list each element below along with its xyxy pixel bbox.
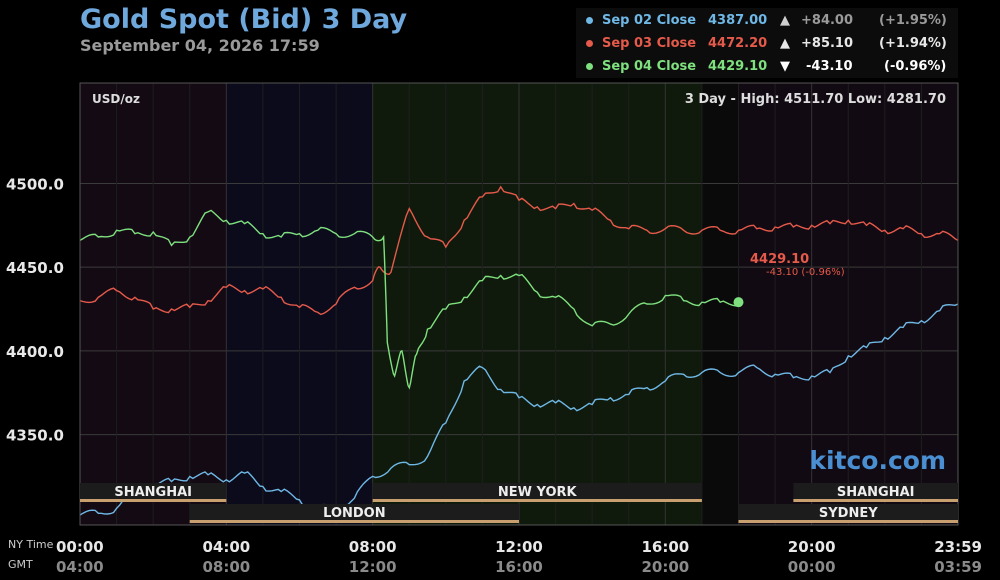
up-arrow-icon: ▲ [780, 36, 790, 51]
legend-label: Sep 04 Close [602, 59, 697, 74]
session-label: NEW YORK [498, 485, 578, 500]
down-arrow-icon: ▼ [780, 59, 790, 74]
legend-value: 4387.00 [708, 13, 768, 28]
session-label: SHANGHAI [837, 485, 915, 500]
x-tick-label-gmt: 03:59 [934, 558, 982, 576]
legend-row-sep04: Sep 04 Close 4429.10 ▼ -43.10 (-0.96%) [576, 56, 958, 76]
sep03-dot-icon [586, 40, 593, 47]
session-box [372, 483, 702, 501]
legend-change: -43.10 [806, 59, 853, 74]
session-bar [80, 499, 227, 502]
chart-title: Gold Spot (Bid) 3 Day [80, 4, 408, 35]
session-bar [738, 520, 958, 523]
plot-border [79, 82, 959, 526]
series-line-sep03 [79, 185, 959, 316]
kitco-watermark: kitco.com [809, 446, 946, 475]
series-line-sep02 [79, 303, 959, 516]
legend-label: Sep 02 Close [602, 13, 697, 28]
legend-row-sep02: Sep 02 Close 4387.00 ▲ +84.00 (+1.95%) [576, 10, 958, 30]
x-tick-label: 08:00 [349, 538, 397, 556]
ny-time-label: NY Time [8, 538, 54, 551]
sep04-dot-icon [586, 63, 593, 70]
legend: Sep 02 Close 4387.00 ▲ +84.00 (+1.95%) S… [576, 8, 958, 78]
range-text: 3 Day - High: 4511.70 Low: 4281.70 [685, 92, 946, 107]
last-price-label: 4429.10 [750, 252, 809, 267]
x-tick-label: 12:00 [495, 538, 543, 556]
last-change-label: -43.10 (-0.96%) [766, 267, 845, 278]
session-box [738, 504, 958, 522]
x-tick-label-gmt: 16:00 [495, 558, 543, 576]
series-line-sep04 [79, 209, 740, 390]
x-tick-label-gmt: 08:00 [202, 558, 250, 576]
x-tick-label: 20:00 [788, 538, 836, 556]
legend-pct: (+1.94%) [879, 36, 947, 51]
x-tick-label: 23:59 [934, 538, 982, 556]
x-tick-label-gmt: 12:00 [349, 558, 397, 576]
sep02-dot-icon [586, 17, 593, 24]
legend-label: Sep 03 Close [602, 36, 697, 51]
session-bar [793, 499, 958, 502]
session-label: SYDNEY [819, 506, 878, 521]
session-label: SHANGHAI [114, 485, 192, 500]
legend-row-sep03: Sep 03 Close 4472.20 ▲ +85.10 (+1.94%) [576, 33, 958, 53]
x-tick-label: 04:00 [202, 538, 250, 556]
session-box [793, 483, 958, 501]
session-bar [189, 520, 519, 523]
session-bar [372, 499, 702, 502]
gmt-label: GMT [8, 558, 33, 571]
session-box [189, 504, 519, 522]
session-label: LONDON [323, 506, 385, 521]
up-arrow-icon: ▲ [780, 13, 790, 28]
legend-pct: (+1.95%) [879, 13, 947, 28]
legend-value: 4429.10 [708, 59, 768, 74]
y-tick-label: 4450.0 [6, 259, 64, 277]
y-tick-label: 4350.0 [6, 427, 64, 445]
y-tick-label: 4400.0 [6, 343, 64, 361]
legend-pct: (-0.96%) [884, 59, 947, 74]
legend-value: 4472.20 [708, 36, 768, 51]
last-price-marker [733, 297, 744, 308]
unit-label: USD/oz [92, 92, 140, 106]
x-tick-label-gmt: 20:00 [641, 558, 689, 576]
legend-change: +85.10 [801, 36, 854, 51]
session-zone [701, 83, 739, 525]
y-tick-label: 4500.0 [6, 175, 64, 193]
legend-change: +84.00 [801, 13, 854, 28]
x-tick-label: 16:00 [641, 538, 689, 556]
x-tick-label-gmt: 04:00 [56, 558, 104, 576]
x-tick-label-gmt: 00:00 [788, 558, 836, 576]
session-box [80, 483, 227, 501]
chart-subtitle: September 04, 2026 17:59 [80, 36, 320, 55]
x-tick-label: 00:00 [56, 538, 104, 556]
